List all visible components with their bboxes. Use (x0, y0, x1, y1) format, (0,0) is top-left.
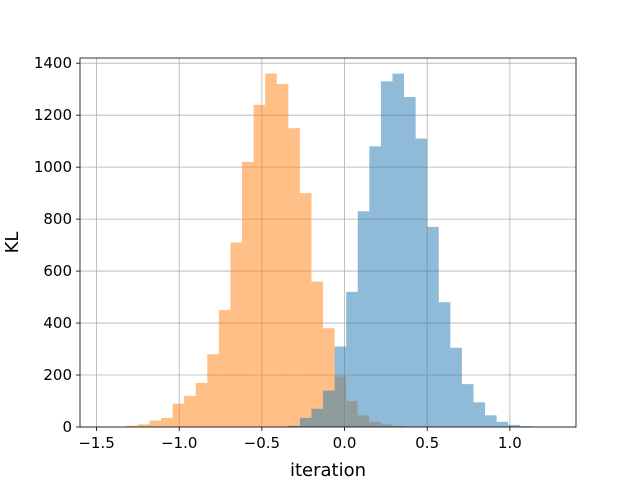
histogram-bar-series-1 (311, 281, 324, 427)
histogram-bar-series-1 (207, 354, 219, 427)
histogram-bar-series-2 (323, 390, 335, 427)
y-tick-label: 1200 (34, 106, 72, 124)
histogram-bar-series-1 (126, 425, 138, 427)
histogram-bar-series-2 (427, 226, 439, 427)
histogram-bar-series-1 (276, 83, 289, 428)
histogram-bar-series-2 (461, 384, 474, 427)
y-tick-label: 400 (43, 314, 72, 332)
histogram-bar-series-2 (334, 346, 347, 427)
axis-ticks: −1.5 −1.0 −0.5 0.0 0.5 1.0 0 200 400 600 800 1000 12… (34, 54, 522, 452)
histogram-bar-series-1 (230, 242, 243, 427)
histogram-bar-series-2 (450, 347, 462, 427)
y-tick-label: 1400 (34, 54, 72, 72)
histogram-bar-series-2 (496, 421, 509, 427)
histogram-bars (126, 73, 532, 428)
histogram-bar-series-1 (218, 310, 231, 427)
histogram-bar-series-1 (323, 328, 335, 427)
histogram-bar-series-1 (137, 424, 150, 427)
histogram-bar-series-1 (172, 403, 185, 427)
histogram-bar-series-1 (184, 395, 196, 427)
histogram-bar-series-2 (438, 302, 451, 427)
y-axis-label: KL (2, 232, 23, 254)
histogram-bar-series-2 (508, 424, 520, 427)
histogram-bar-series-2 (485, 415, 497, 427)
x-tick-label: −1.5 (78, 434, 114, 452)
histogram-bar-series-2 (380, 81, 393, 427)
x-tick-label: −1.0 (161, 434, 197, 452)
histogram-bar-series-2 (311, 408, 324, 427)
y-tick-label: 800 (43, 210, 72, 228)
histogram-bar-series-1 (242, 161, 254, 427)
x-tick-label: 0.5 (415, 434, 439, 452)
histogram-bar-series-2 (404, 96, 416, 427)
histogram-bar-series-1 (265, 73, 277, 427)
x-tick-label: 1.0 (498, 434, 522, 452)
histogram-bar-series-1 (299, 193, 312, 427)
histogram-bar-series-2 (346, 291, 358, 427)
y-tick-label: 200 (43, 366, 72, 384)
y-tick-label: 600 (43, 262, 72, 280)
histogram-bar-series-2 (357, 211, 370, 427)
x-tick-label: 0.0 (333, 434, 357, 452)
y-tick-label: 1000 (34, 158, 72, 176)
histogram-bar-series-1 (253, 104, 266, 427)
y-tick-label: 0 (62, 418, 72, 436)
histogram-bar-series-2 (299, 417, 312, 427)
histogram-bar-series-1 (149, 420, 162, 427)
plot-frame (79, 57, 577, 428)
x-axis-label: iteration (290, 460, 366, 480)
histogram-bar-series-2 (288, 425, 300, 427)
histogram-bar-series-2 (473, 402, 486, 427)
x-tick-label: −0.5 (244, 434, 280, 452)
histogram-bar-series-1 (288, 128, 300, 427)
histogram-bar-series-2 (415, 138, 428, 427)
histogram-bar-series-1 (161, 417, 173, 427)
histogram-bar-series-1 (195, 382, 208, 427)
histogram-bar-series-2 (392, 73, 405, 427)
histogram-bar-series-2 (369, 146, 381, 427)
